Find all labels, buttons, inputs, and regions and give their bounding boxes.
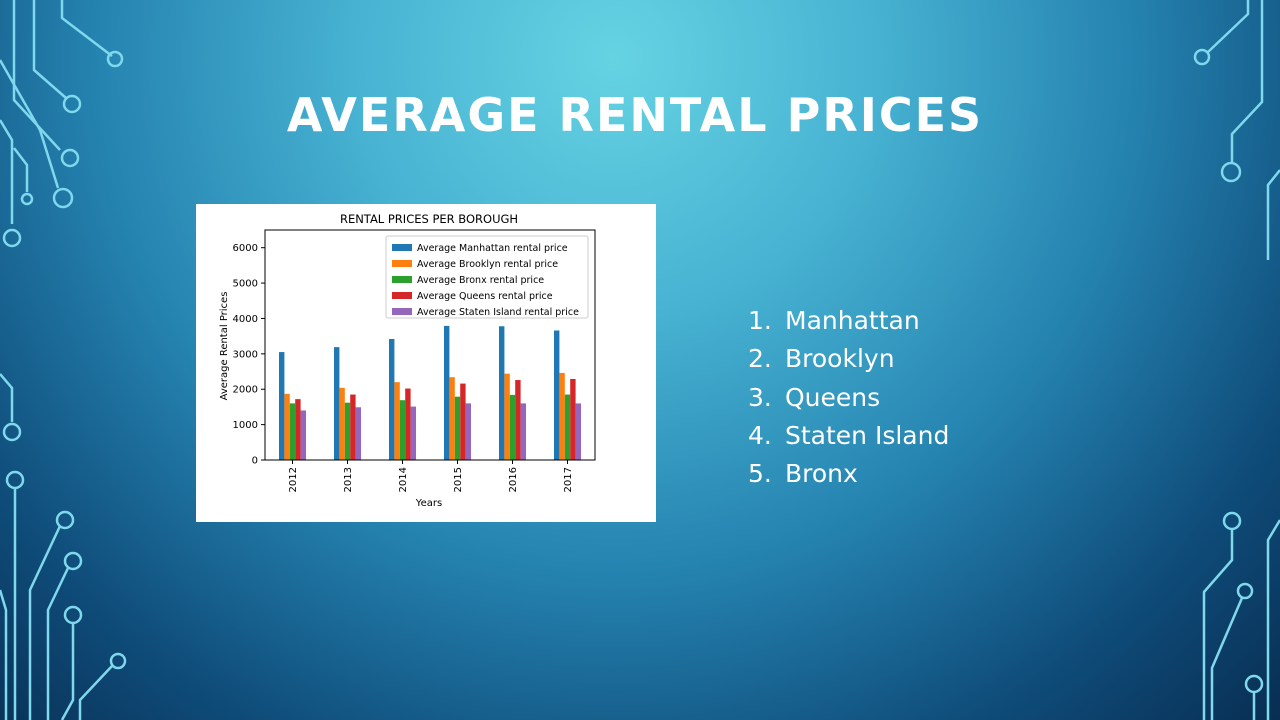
x-tick-label: 2012	[288, 467, 299, 492]
y-tick-label: 5000	[233, 279, 258, 290]
bar	[339, 387, 345, 460]
bar	[389, 338, 395, 460]
ranking-number: 5.	[748, 459, 772, 489]
legend-entry: Average Bronx rental price	[417, 275, 544, 286]
ranking-number: 3.	[748, 382, 772, 412]
legend-swatch	[392, 244, 412, 251]
bar	[515, 380, 521, 460]
ranking-item: 3. Queens	[748, 379, 949, 417]
bar	[284, 393, 290, 460]
legend-entry: Average Manhattan rental price	[417, 243, 568, 254]
bar	[564, 394, 571, 460]
ranking-label: Bronx	[785, 459, 858, 489]
y-tick-label: 3000	[233, 349, 258, 360]
legend-entry: Average Queens rental price	[417, 291, 553, 302]
ranking-label: Staten Island	[785, 420, 950, 450]
ranking-item: 1. Manhattan	[748, 302, 949, 340]
ranking-label: Queens	[785, 382, 881, 412]
bar	[465, 403, 471, 460]
bar	[355, 407, 361, 460]
borough-ranking-list: 1. Manhattan 2. Brooklyn 3. Queens 4. Staten…	[748, 302, 949, 493]
chart-panel: RENTAL PRICES PER BOROUGH Years Average …	[196, 204, 656, 522]
bar	[575, 403, 581, 460]
bar	[405, 388, 411, 460]
ranking-item: 2. Brooklyn	[748, 340, 949, 378]
rental-prices-chart: RENTAL PRICES PER BOROUGH Years Average …	[219, 212, 596, 509]
chart-title: RENTAL PRICES PER BOROUGH	[340, 212, 518, 226]
y-axis-label: Average Rental Prices	[219, 292, 230, 401]
ranking-item: 4. Staten Island	[748, 417, 949, 455]
y-tick-label: 6000	[233, 243, 258, 254]
x-tick-label: 2017	[563, 467, 574, 492]
ranking-number: 4.	[748, 420, 772, 450]
bar	[279, 352, 285, 460]
bar	[449, 377, 455, 460]
bar	[295, 399, 301, 460]
legend-swatch	[392, 276, 412, 283]
bar	[499, 326, 505, 460]
legend-entry: Average Staten Island rental price	[417, 307, 579, 318]
bar	[554, 330, 560, 460]
bar	[394, 382, 400, 460]
bar	[454, 396, 461, 460]
bar	[350, 394, 356, 460]
bar	[520, 403, 526, 460]
slide-title: AVERAGE RENTAL PRICES	[286, 88, 984, 142]
ranking-item: 5. Bronx	[748, 455, 949, 493]
bar	[460, 383, 466, 460]
plot-area: 0 1000 2000 3000 4000 5000 6000 2012 2013 2014 201…	[233, 229, 596, 492]
y-tick-label: 1000	[233, 420, 258, 431]
bar	[334, 347, 340, 460]
y-tick-label: 2000	[233, 385, 258, 396]
ranking-number: 1.	[748, 306, 772, 335]
bar	[509, 394, 516, 460]
ranking-number: 2.	[748, 344, 772, 374]
x-tick-label: 2013	[343, 467, 354, 492]
bar	[289, 403, 296, 460]
legend-swatch	[392, 308, 412, 315]
bar	[444, 325, 450, 460]
legend-box	[385, 235, 589, 319]
bar	[399, 400, 406, 460]
x-tick-label: 2016	[508, 467, 519, 492]
y-tick-label: 4000	[233, 314, 258, 325]
legend-swatch	[392, 260, 412, 267]
legend-entry: Average Brooklyn rental price	[417, 259, 558, 270]
bar	[410, 406, 416, 460]
ranking-label: Brooklyn	[785, 344, 895, 374]
x-tick-label: 2015	[453, 467, 464, 492]
x-axis-label: Years	[415, 498, 442, 509]
bar	[504, 373, 510, 460]
y-tick-label: 0	[252, 456, 258, 467]
plot-frame	[264, 229, 596, 461]
ranking-label: Manhattan	[785, 306, 920, 335]
bar	[300, 410, 306, 460]
bar	[570, 378, 576, 460]
legend-swatch	[392, 292, 412, 299]
bar	[559, 372, 565, 460]
x-tick-label: 2014	[398, 467, 409, 492]
bar	[344, 402, 351, 460]
